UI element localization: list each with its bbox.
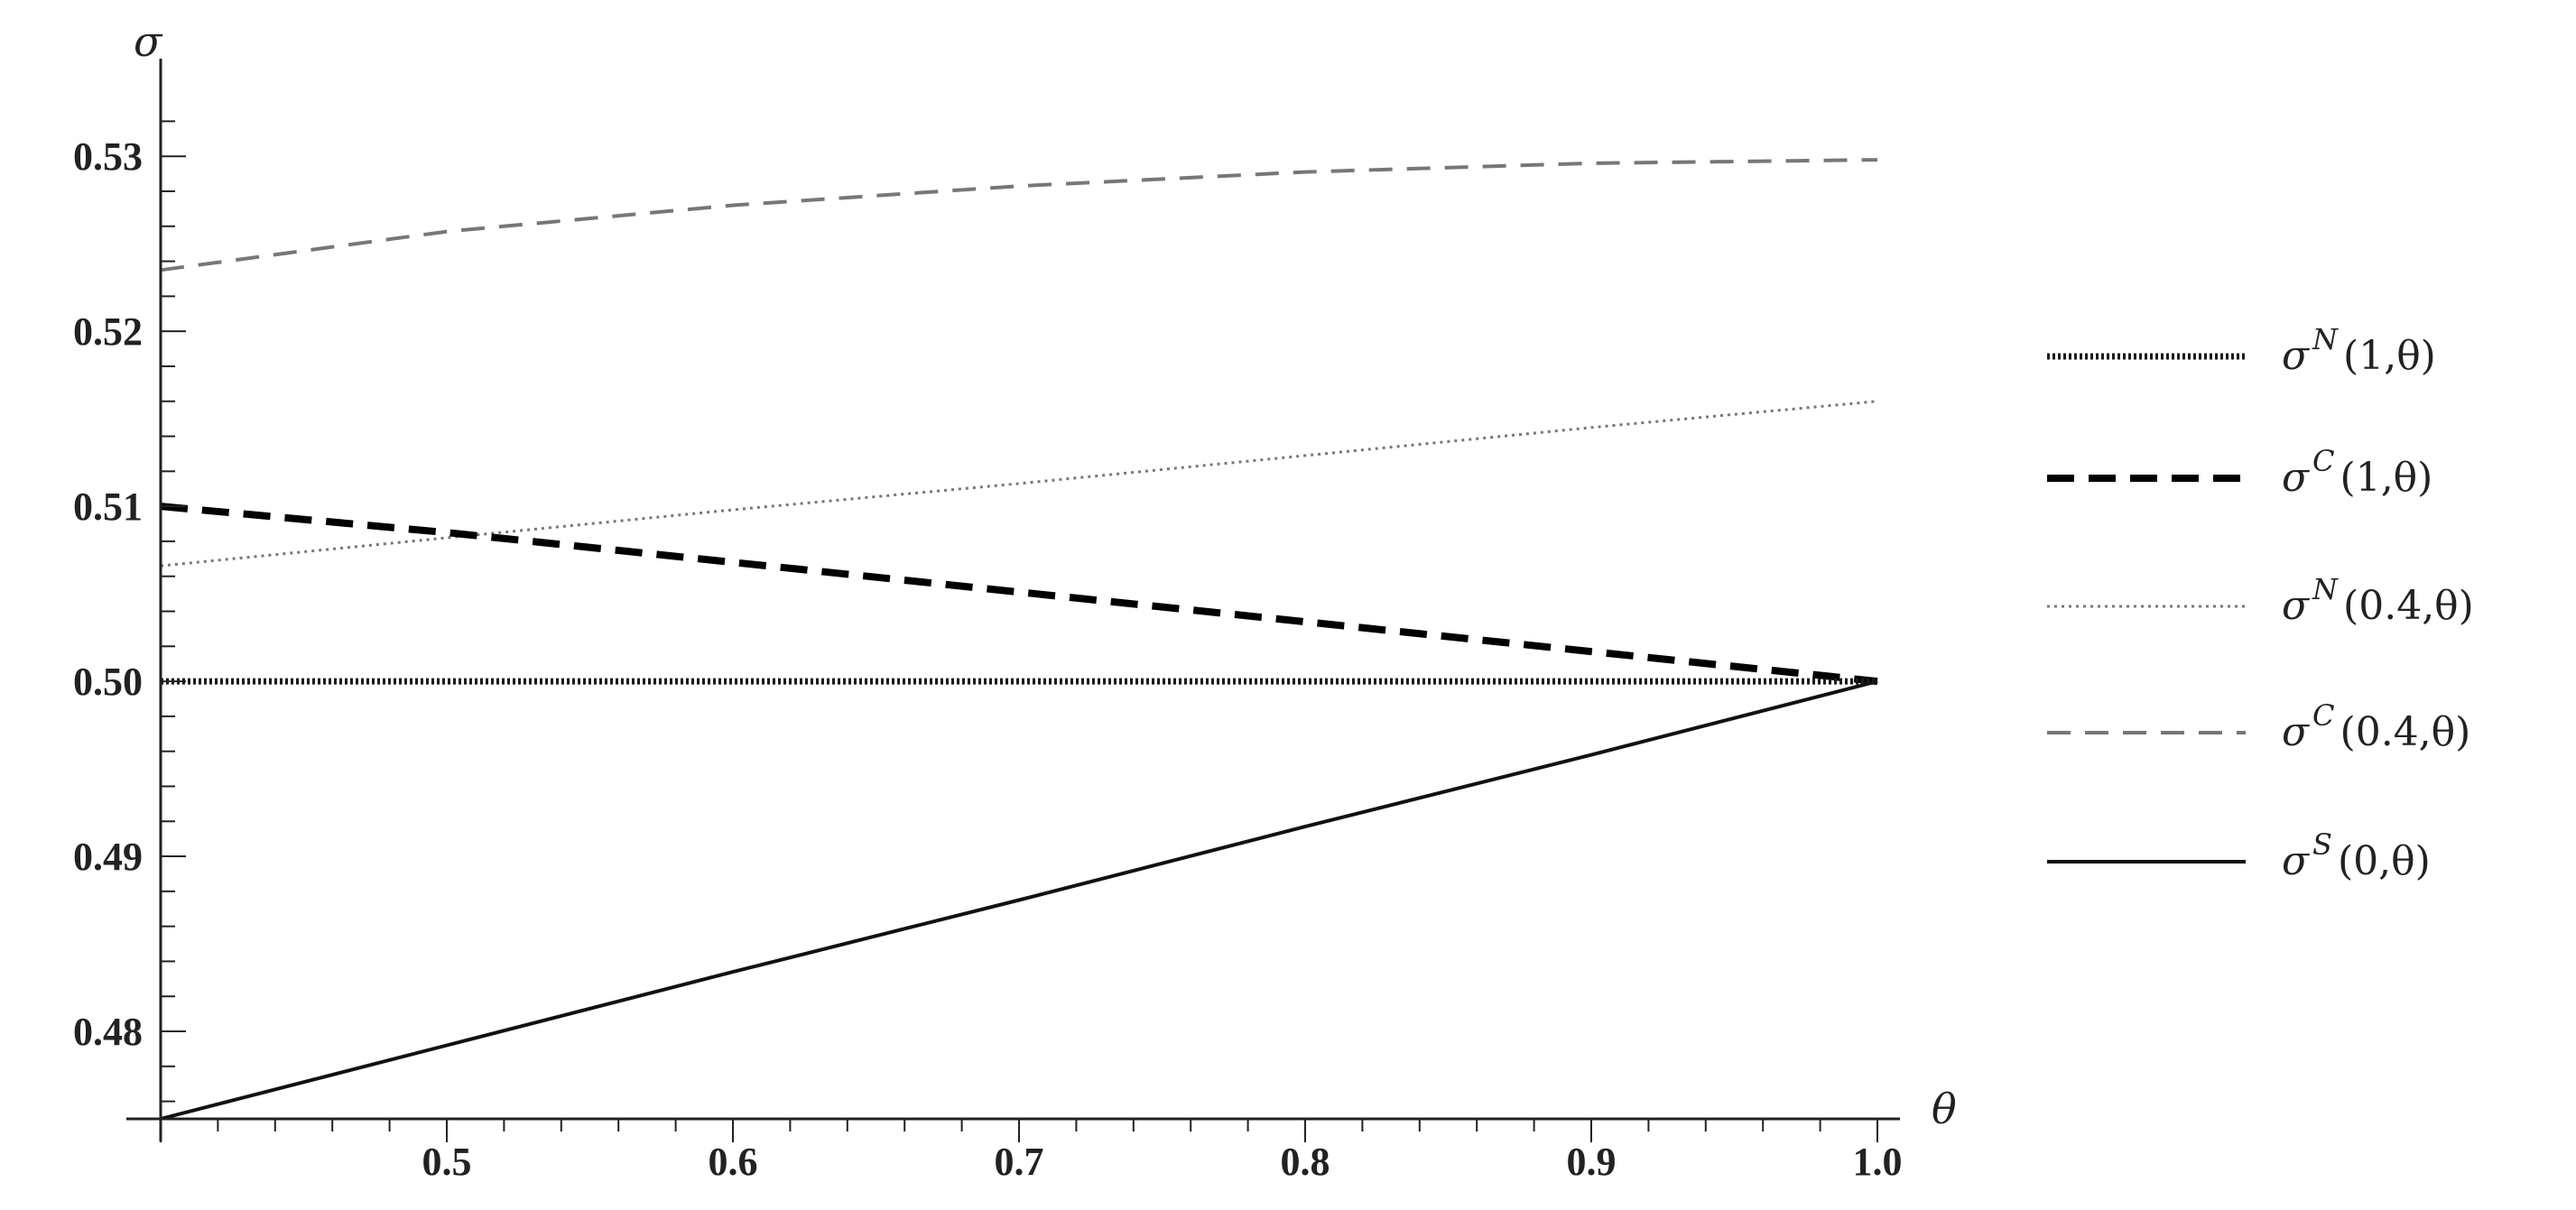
axes — [126, 59, 1900, 1141]
legend-label: σ N (0.4,θ) — [2282, 572, 2474, 629]
legend-item-s5: σ S (0,θ) — [2047, 827, 2431, 884]
plot-series-group — [160, 158, 1878, 1121]
y-tick-label: 0.51 — [73, 485, 143, 529]
series-line-s5 — [160, 679, 1878, 1121]
legend-item-s3: σ N (0.4,θ) — [2047, 572, 2474, 629]
x-tick-label: 0.7 — [995, 1140, 1044, 1184]
series-line-s3 — [160, 400, 1878, 568]
legend-label: σ C (0.4,θ) — [2282, 698, 2470, 755]
y-tick-label: 0.50 — [73, 660, 143, 704]
legend-label: σ S (0,θ) — [2282, 827, 2431, 884]
y-tick-label: 0.48 — [73, 1010, 143, 1054]
series-line-s2 — [160, 503, 1878, 686]
x-tick-label: 0.9 — [1567, 1140, 1617, 1184]
legend-label: σ N (1,θ) — [2282, 322, 2436, 379]
legend-item-s1: σ N (1,θ) — [2047, 322, 2436, 379]
x-tick-label: 0.8 — [1281, 1140, 1330, 1184]
x-tick-label: 1.0 — [1853, 1140, 1903, 1184]
y-tick-label: 0.52 — [73, 309, 143, 354]
x-tick-label: 0.6 — [709, 1140, 758, 1184]
x-axis-title: θ — [1932, 1085, 1957, 1133]
series-line-s4 — [160, 158, 1878, 272]
ticks-group: 0.5 0.6 0.7 0.8 0.9 1.0 0.48 0.49 0.50 0.51 0.52 0.… — [73, 120, 1903, 1184]
y-tick-label: 0.53 — [73, 134, 143, 179]
legend: σ N (1,θ) σ C (1,θ) σ N (0.4,θ) σ C (0.4,θ) σ S (0,θ) — [2047, 322, 2474, 884]
legend-item-s2: σ C (1,θ) — [2047, 444, 2432, 501]
y-axis-title: σ — [134, 17, 163, 66]
y-tick-label: 0.49 — [73, 835, 143, 879]
legend-label: σ C (1,θ) — [2282, 444, 2432, 501]
x-tick-label: 0.5 — [422, 1140, 472, 1184]
legend-item-s4: σ C (0.4,θ) — [2047, 698, 2470, 755]
